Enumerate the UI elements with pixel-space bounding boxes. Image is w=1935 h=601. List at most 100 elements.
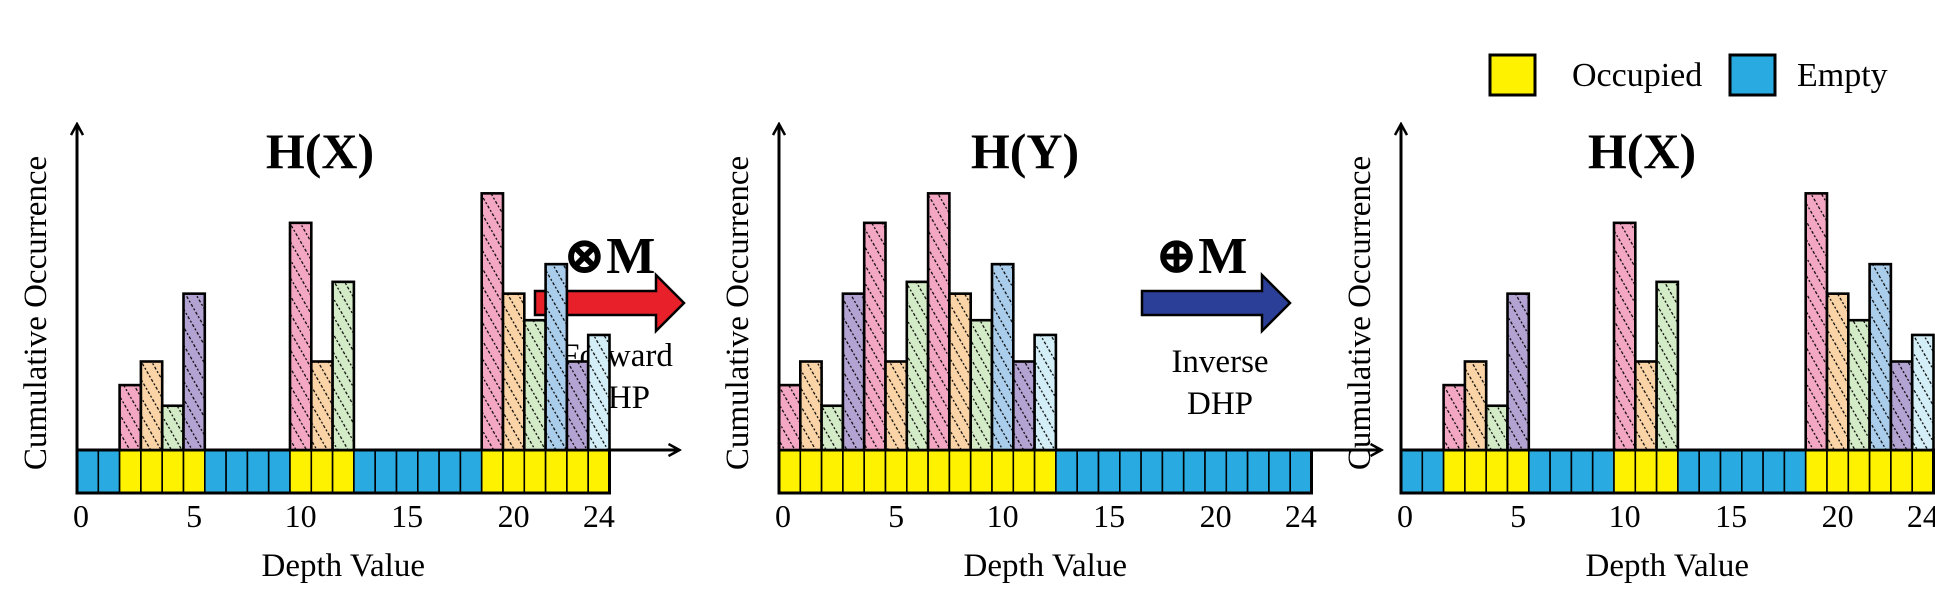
histogram-bar xyxy=(288,221,313,452)
forward-operator-symbol: ⊗M xyxy=(563,228,656,285)
histogram-bar xyxy=(1804,192,1829,452)
histogram-panel-hx-original: H(X) Cumulative Occurrence 0 5 10 15 20 24 Depth… xyxy=(18,123,680,584)
x-tick-label: 5 xyxy=(1510,498,1526,534)
x-tick-label: 5 xyxy=(888,498,904,534)
empty-bin xyxy=(225,449,249,494)
empty-bin xyxy=(1119,449,1142,494)
occupied-bin xyxy=(480,449,504,494)
x-tick-label: 10 xyxy=(987,498,1019,534)
bars xyxy=(777,192,1058,452)
histogram-bar xyxy=(1889,360,1914,452)
empty-bin xyxy=(1400,449,1424,494)
inverse-dhp-operation: ⊕M Inverse DHP xyxy=(1140,228,1292,422)
histogram-bar xyxy=(841,292,866,452)
occupied-bin xyxy=(991,449,1015,494)
x-tick-label: 20 xyxy=(1200,498,1232,534)
x-tick-label: 10 xyxy=(285,498,317,534)
inverse-operator-symbol: ⊕M xyxy=(1155,228,1248,285)
histogram-bar xyxy=(522,318,547,452)
empty-bin xyxy=(374,449,398,494)
y-axis-label: Cumulative Occurrence xyxy=(18,156,54,470)
histogram-bar xyxy=(926,192,951,452)
occupied-bin xyxy=(1911,449,1935,494)
histogram-bar xyxy=(1612,221,1637,452)
occupied-bin xyxy=(310,449,334,494)
occupied-bin xyxy=(1804,449,1828,494)
occupancy-strip xyxy=(777,448,1313,495)
histogram-bar xyxy=(1463,360,1488,452)
occupied-bin xyxy=(820,449,844,494)
occupied-bin xyxy=(523,449,547,494)
empty-bin xyxy=(1055,449,1079,494)
bars xyxy=(1442,192,1935,452)
histogram-bar xyxy=(544,262,569,452)
empty-bin xyxy=(1204,449,1228,494)
histogram-bar xyxy=(331,280,356,452)
occupied-bin xyxy=(140,449,163,494)
histogram-bar xyxy=(1033,333,1058,452)
occupied-bin xyxy=(1613,449,1637,494)
histogram-bar xyxy=(1868,262,1893,452)
histogram-bar xyxy=(862,221,887,452)
empty-bin xyxy=(416,449,440,494)
histogram-bar xyxy=(1011,360,1036,452)
histogram-bar xyxy=(1634,360,1658,452)
legend: Occupied Empty xyxy=(1488,53,1888,97)
occupied-bin xyxy=(842,449,866,494)
occupied-bin xyxy=(1890,449,1914,494)
histogram-bar xyxy=(1484,404,1509,452)
empty-bin xyxy=(459,449,483,494)
occupied-bin xyxy=(1506,449,1530,494)
empty-bin xyxy=(1140,449,1164,494)
empty-bin xyxy=(1289,449,1313,494)
histogram-bar xyxy=(565,360,590,452)
histogram-bar xyxy=(969,318,994,452)
occupied-bin xyxy=(289,449,313,494)
histogram-bar xyxy=(1442,383,1467,452)
x-tick-label: 15 xyxy=(1093,498,1125,534)
y-axis-label: Cumulative Occurrence xyxy=(720,156,756,470)
x-tick-label: 24 xyxy=(583,498,615,534)
x-tick-label: 15 xyxy=(391,498,423,534)
histogram-bar xyxy=(1847,318,1871,452)
chart-title: H(X) xyxy=(1588,123,1696,179)
empty-bin xyxy=(1677,449,1701,494)
occupied-bin xyxy=(927,449,951,494)
occupied-bin xyxy=(863,449,887,494)
histogram-bar xyxy=(948,292,973,452)
x-tick-label: 0 xyxy=(73,498,89,534)
empty-bin xyxy=(395,449,419,494)
occupied-bin xyxy=(502,449,526,494)
inverse-caption-line-1: Inverse xyxy=(1171,344,1268,380)
empty-bin xyxy=(1076,449,1100,494)
histogram-bar xyxy=(777,383,802,452)
occupied-bin xyxy=(1847,449,1871,494)
occupied-bin xyxy=(905,449,929,494)
occupied-bin xyxy=(778,449,802,494)
histogram-bar xyxy=(884,360,909,452)
occupied-bin xyxy=(544,449,568,494)
x-tick-label: 0 xyxy=(775,498,791,534)
x-tick-label: 24 xyxy=(1907,498,1935,534)
empty-bin xyxy=(1698,449,1722,494)
x-tick-label: 5 xyxy=(186,498,202,534)
histogram-bar xyxy=(1825,292,1850,452)
x-axis-label: Depth Value xyxy=(964,548,1127,584)
empty-bin xyxy=(353,449,376,494)
occupied-bin xyxy=(1634,449,1658,494)
histogram-bar xyxy=(160,404,185,452)
empty-bin xyxy=(204,449,227,494)
legend-empty-swatch xyxy=(1728,53,1777,97)
x-tick-label: 20 xyxy=(498,498,530,534)
histogram-bar xyxy=(480,192,505,452)
empty-bin xyxy=(1570,449,1594,494)
occupied-bin xyxy=(884,449,908,494)
occupied-bin xyxy=(969,449,993,494)
histogram-bar xyxy=(139,360,164,452)
occupied-bin xyxy=(948,449,972,494)
occupied-bin xyxy=(331,449,355,494)
empty-bin xyxy=(246,449,270,494)
occupied-bin xyxy=(1012,449,1036,494)
histogram-bar xyxy=(1655,280,1680,452)
histogram-bar xyxy=(118,383,143,452)
